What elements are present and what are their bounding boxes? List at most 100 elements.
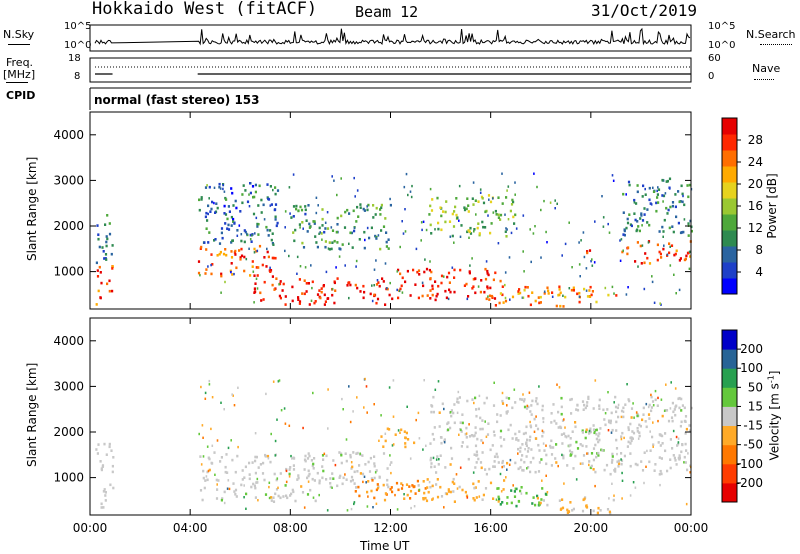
heatmap-cell <box>606 408 609 411</box>
heatmap-cell <box>349 420 352 424</box>
heatmap-cell <box>276 189 280 192</box>
heatmap-cell <box>426 294 429 297</box>
heatmap-cell <box>675 249 678 253</box>
heatmap-cell <box>585 445 588 448</box>
heatmap-cell <box>612 179 615 182</box>
heatmap-cell <box>318 481 321 485</box>
heatmap-cell <box>449 490 452 494</box>
heatmap-cell <box>592 407 595 410</box>
heatmap-cell <box>632 402 634 405</box>
heatmap-cell <box>514 461 517 465</box>
heatmap-cell <box>477 407 480 411</box>
heatmap-cell <box>355 452 358 455</box>
heatmap-cell <box>647 413 651 416</box>
heatmap-cell <box>399 272 402 276</box>
heatmap-cell <box>514 193 516 196</box>
heatmap-cell <box>467 210 470 213</box>
heatmap-cell <box>522 469 525 472</box>
heatmap-cell <box>474 396 477 400</box>
heatmap-cell <box>447 297 450 301</box>
heatmap-cell <box>230 224 233 227</box>
heatmap-cell <box>550 421 553 424</box>
heatmap-cell <box>318 226 321 230</box>
heatmap-cell <box>269 229 272 232</box>
heatmap-cell <box>344 210 347 214</box>
heatmap-cell <box>271 242 274 245</box>
heatmap-cell <box>680 420 683 424</box>
heatmap-cell <box>568 444 571 447</box>
heatmap-cell <box>502 301 505 304</box>
heatmap-cell <box>429 485 432 489</box>
heatmap-cell <box>421 228 423 232</box>
heatmap-cell <box>504 230 507 233</box>
heatmap-cell <box>380 229 383 232</box>
heatmap-cell <box>276 221 279 225</box>
heatmap-cell <box>295 204 298 208</box>
heatmap-cell <box>627 398 630 401</box>
heatmap-cell <box>651 435 654 439</box>
heatmap-cell <box>599 509 602 512</box>
heatmap-cell <box>259 291 262 295</box>
heatmap-cell <box>571 509 574 512</box>
heatmap-cell <box>331 175 333 178</box>
heatmap-cell <box>645 402 648 406</box>
heatmap-cell <box>480 466 483 470</box>
heatmap-cell <box>303 279 306 282</box>
heatmap-cell <box>216 206 219 210</box>
heatmap-cell <box>231 393 233 396</box>
heatmap-cell <box>324 221 327 224</box>
heatmap-cell <box>326 211 329 214</box>
heatmap-cell <box>484 210 487 214</box>
heatmap-cell <box>465 207 468 211</box>
heatmap-cell <box>620 435 623 438</box>
heatmap-cell <box>200 198 203 201</box>
heatmap-cell <box>519 291 522 295</box>
heatmap-cell <box>534 503 537 507</box>
heatmap-cell <box>311 286 313 290</box>
heatmap-cell <box>619 259 622 262</box>
heatmap-cell <box>511 198 514 202</box>
velocity-colorbar-label: Velocity [m s-1] <box>766 370 782 461</box>
heatmap-cell <box>349 479 353 483</box>
heatmap-cell <box>656 189 658 193</box>
heatmap-cell <box>661 225 664 229</box>
heatmap-cell <box>538 501 541 504</box>
heatmap-cell <box>422 497 425 500</box>
heatmap-cell <box>482 225 485 229</box>
heatmap-cell <box>627 286 629 289</box>
heatmap-cell <box>104 499 107 502</box>
heatmap-cell <box>677 437 680 440</box>
heatmap-cell <box>223 212 226 215</box>
heatmap-cell <box>505 196 508 199</box>
heatmap-cell <box>588 432 591 435</box>
heatmap-cell <box>240 483 243 487</box>
heatmap-cell <box>373 293 376 297</box>
heatmap-cell <box>245 492 248 496</box>
heatmap-cell <box>423 379 425 382</box>
heatmap-cell <box>266 228 269 232</box>
heatmap-cell <box>683 218 686 221</box>
heatmap-cell <box>535 437 538 440</box>
heatmap-cell <box>526 450 530 453</box>
heatmap-cell <box>466 197 469 200</box>
heatmap-cell <box>364 377 366 381</box>
heatmap-cell <box>269 460 272 464</box>
heatmap-cell <box>279 296 282 300</box>
heatmap-cell <box>449 463 452 466</box>
heatmap-cell <box>515 504 518 508</box>
heatmap-cell <box>489 448 492 452</box>
heatmap-cell <box>611 428 614 432</box>
heatmap-cell <box>273 472 276 476</box>
heatmap-cell <box>581 431 584 434</box>
heatmap-cell <box>671 201 675 204</box>
heatmap-cell <box>649 430 651 433</box>
freq-unit-label: [MHz] <box>3 68 36 81</box>
heatmap-cell <box>430 465 433 469</box>
heatmap-cell <box>425 444 427 447</box>
heatmap-cell <box>429 442 432 445</box>
time-xticks: 00:00 04:00 08:00 12:00 16:00 20:00 00:00 <box>73 112 708 535</box>
heatmap-cell <box>397 429 400 432</box>
heatmap-cell <box>108 289 111 293</box>
heatmap-cell <box>658 473 661 476</box>
heatmap-cell <box>376 486 380 490</box>
